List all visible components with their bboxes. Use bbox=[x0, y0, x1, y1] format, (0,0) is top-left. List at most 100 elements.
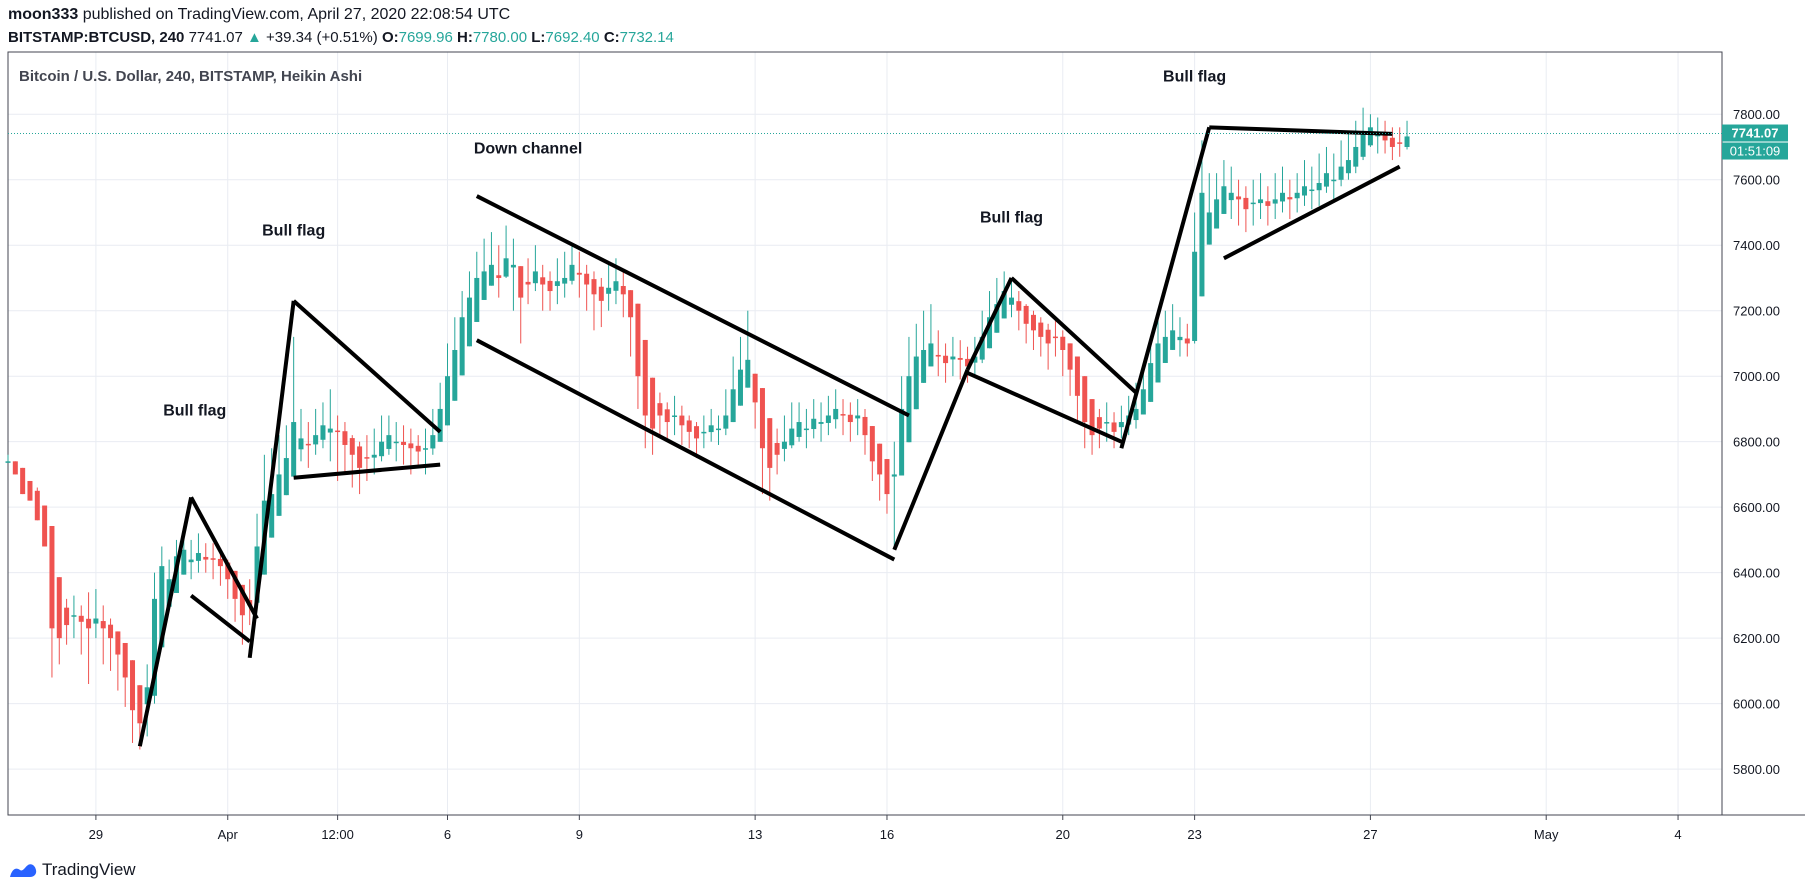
candle-body bbox=[891, 474, 897, 477]
candle-body bbox=[737, 369, 743, 406]
candle bbox=[591, 271, 597, 331]
candle-body bbox=[452, 349, 458, 401]
annotation-label[interactable]: Down channel bbox=[474, 141, 582, 158]
candle bbox=[825, 395, 831, 436]
author-name[interactable]: moon333 bbox=[8, 6, 79, 23]
candle-body bbox=[122, 642, 128, 678]
candle-body bbox=[357, 446, 363, 468]
trendline[interactable] bbox=[965, 277, 1014, 371]
trendline[interactable] bbox=[247, 300, 296, 659]
tradingview-logo-icon bbox=[10, 864, 37, 877]
candle bbox=[950, 336, 956, 377]
candle-body bbox=[20, 467, 26, 495]
candle-body bbox=[371, 454, 377, 458]
candle bbox=[474, 251, 480, 322]
candle bbox=[1082, 376, 1088, 449]
candle bbox=[708, 408, 714, 442]
trendlines bbox=[137, 125, 1401, 747]
trendline[interactable] bbox=[292, 299, 442, 434]
chart-title: Bitcoin / U.S. Dollar, 240, BITSTAMP, He… bbox=[19, 68, 362, 85]
trendline[interactable] bbox=[189, 594, 251, 644]
candle-body bbox=[276, 474, 282, 516]
candle bbox=[1309, 166, 1315, 210]
candle-body bbox=[781, 441, 787, 449]
trendline[interactable] bbox=[189, 496, 259, 620]
candle-body bbox=[708, 425, 714, 433]
candle-body bbox=[291, 422, 297, 477]
candle-body bbox=[774, 443, 780, 455]
candle-body bbox=[195, 553, 201, 561]
trendline[interactable] bbox=[475, 194, 910, 418]
trendline[interactable] bbox=[966, 371, 1123, 444]
trendline[interactable] bbox=[1119, 126, 1212, 449]
candle-body bbox=[972, 356, 978, 363]
time-tick-label: 13 bbox=[748, 827, 762, 842]
trendline[interactable] bbox=[1222, 164, 1401, 261]
candle-body bbox=[1096, 417, 1102, 429]
trendline[interactable] bbox=[475, 338, 896, 562]
time-axis[interactable]: 29 Apr 12:00 6 9 13 16 20 23 27 May 4 bbox=[89, 815, 1682, 842]
candle bbox=[1067, 343, 1073, 396]
candle bbox=[210, 543, 216, 580]
candle-body bbox=[1111, 422, 1117, 432]
candle-body bbox=[759, 388, 765, 449]
trendline[interactable] bbox=[892, 368, 970, 551]
candle bbox=[1404, 120, 1410, 150]
high-value: 7780.00 bbox=[472, 29, 528, 46]
last-price-label: 7741.07 bbox=[1732, 126, 1779, 141]
candle-body bbox=[510, 264, 516, 268]
trendline[interactable] bbox=[137, 496, 194, 747]
annotation-label[interactable]: Bull flag bbox=[262, 222, 325, 239]
candle-body bbox=[789, 428, 795, 446]
candle bbox=[49, 526, 55, 678]
trendline[interactable] bbox=[1010, 276, 1138, 395]
candle-body bbox=[694, 426, 700, 439]
candle bbox=[1375, 117, 1381, 154]
candle bbox=[1287, 179, 1293, 220]
candle bbox=[108, 618, 114, 671]
candle-body bbox=[598, 286, 604, 301]
candle-body bbox=[34, 490, 40, 521]
time-tick-label: 4 bbox=[1674, 827, 1681, 842]
candle-body bbox=[1228, 192, 1234, 201]
candle bbox=[12, 461, 18, 475]
annotation-label[interactable]: Bull flag bbox=[163, 402, 226, 419]
candle-body bbox=[730, 389, 736, 423]
candle bbox=[1074, 356, 1080, 423]
candle bbox=[833, 389, 839, 429]
candle bbox=[598, 277, 604, 328]
candle-body bbox=[474, 277, 480, 322]
candle bbox=[122, 642, 128, 707]
candle-body bbox=[1323, 173, 1329, 187]
candle bbox=[525, 258, 531, 305]
candle-body bbox=[239, 584, 245, 616]
candle bbox=[1170, 304, 1176, 350]
candle bbox=[459, 291, 465, 376]
candle bbox=[840, 399, 846, 436]
annotation-label[interactable]: Bull flag bbox=[1163, 68, 1226, 85]
candle-body bbox=[650, 377, 656, 429]
candle-body bbox=[928, 343, 934, 367]
trendline[interactable] bbox=[293, 462, 441, 480]
candle-body bbox=[1206, 212, 1212, 245]
close-value: 7732.14 bbox=[619, 29, 674, 46]
candle bbox=[195, 533, 201, 573]
candle bbox=[481, 238, 487, 300]
trendline[interactable] bbox=[1209, 125, 1393, 136]
price-tick-label: 7000.00 bbox=[1733, 369, 1780, 384]
candle bbox=[1060, 330, 1066, 377]
candle bbox=[540, 264, 546, 311]
tradingview-logo[interactable]: TradingView bbox=[8, 860, 136, 880]
candle-body bbox=[723, 415, 729, 429]
candle-body bbox=[979, 336, 985, 360]
candle bbox=[298, 408, 304, 462]
price-axis[interactable]: 5800.00 6000.00 6200.00 6400.00 6600.00 6800.… bbox=[1733, 107, 1780, 777]
price-tick-label: 6800.00 bbox=[1733, 435, 1780, 450]
price-tick-label: 7800.00 bbox=[1733, 107, 1780, 122]
annotation-label[interactable]: Bull flag bbox=[980, 209, 1043, 226]
candle-body bbox=[1192, 251, 1198, 341]
candle bbox=[78, 605, 84, 655]
candle bbox=[1331, 153, 1337, 200]
time-tick-label: 12:00 bbox=[321, 827, 354, 842]
